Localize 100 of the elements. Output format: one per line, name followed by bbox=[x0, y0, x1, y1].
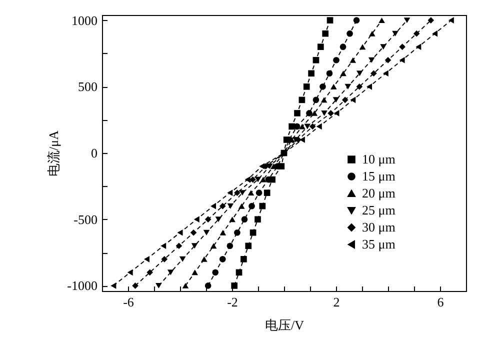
point bbox=[244, 176, 250, 183]
point bbox=[368, 30, 376, 36]
point bbox=[160, 242, 166, 250]
x-tick-label: -2 bbox=[227, 294, 238, 310]
point bbox=[299, 124, 306, 130]
point bbox=[303, 83, 310, 90]
point bbox=[344, 84, 352, 90]
point bbox=[413, 30, 420, 37]
point bbox=[240, 256, 247, 262]
point bbox=[321, 110, 328, 116]
point bbox=[229, 216, 236, 222]
point bbox=[215, 216, 222, 222]
point bbox=[167, 270, 174, 276]
point bbox=[248, 202, 255, 210]
x-axis-title: 电压/V bbox=[265, 318, 305, 332]
legend-label: 35 μm bbox=[362, 236, 396, 252]
point bbox=[404, 18, 410, 24]
point bbox=[320, 97, 328, 103]
point bbox=[294, 110, 300, 116]
point bbox=[340, 44, 346, 50]
point bbox=[318, 44, 324, 50]
point bbox=[308, 70, 314, 77]
y-tick-label: 0 bbox=[91, 146, 98, 160]
point bbox=[368, 57, 375, 63]
point bbox=[264, 190, 270, 196]
point bbox=[266, 164, 273, 170]
point bbox=[350, 57, 356, 63]
point bbox=[333, 56, 340, 64]
point bbox=[370, 70, 377, 77]
y-tick-label: 500 bbox=[78, 79, 98, 94]
point bbox=[191, 243, 198, 249]
point bbox=[201, 256, 208, 262]
point bbox=[254, 176, 262, 182]
point bbox=[312, 56, 320, 64]
point bbox=[326, 17, 334, 24]
point bbox=[306, 110, 312, 116]
point bbox=[340, 70, 346, 76]
point bbox=[212, 269, 219, 276]
legend-label: 15 μm bbox=[362, 168, 396, 184]
legend-label: 20 μm bbox=[362, 186, 396, 200]
point bbox=[245, 242, 252, 250]
point bbox=[334, 110, 340, 116]
point bbox=[182, 282, 189, 288]
point bbox=[356, 83, 363, 90]
point bbox=[219, 202, 226, 210]
point bbox=[322, 30, 329, 37]
point bbox=[203, 230, 210, 236]
point bbox=[326, 70, 333, 77]
point bbox=[311, 110, 318, 116]
point bbox=[320, 84, 326, 90]
point bbox=[353, 17, 360, 24]
point bbox=[231, 282, 238, 289]
point bbox=[194, 216, 200, 223]
point bbox=[399, 56, 405, 64]
x-tick-label: 2 bbox=[333, 294, 340, 310]
point bbox=[204, 216, 212, 223]
point bbox=[146, 269, 153, 276]
point bbox=[350, 96, 356, 104]
point bbox=[236, 269, 242, 276]
point bbox=[127, 269, 133, 276]
point bbox=[204, 282, 212, 289]
point bbox=[250, 229, 256, 236]
point bbox=[179, 256, 186, 262]
point bbox=[219, 256, 226, 262]
point bbox=[416, 44, 422, 50]
legend-label: 25 μm bbox=[362, 202, 396, 218]
y-tick-label: -1000 bbox=[67, 278, 98, 294]
point bbox=[260, 176, 266, 182]
point bbox=[259, 163, 265, 170]
point bbox=[234, 190, 240, 196]
point bbox=[192, 270, 198, 276]
point bbox=[399, 44, 406, 50]
point bbox=[312, 96, 320, 104]
point bbox=[298, 96, 306, 104]
point bbox=[384, 56, 392, 64]
y-axis-title: 电流/μA bbox=[46, 130, 62, 176]
point bbox=[366, 83, 372, 90]
point bbox=[382, 70, 388, 77]
point bbox=[448, 17, 454, 24]
point bbox=[392, 30, 398, 36]
point bbox=[227, 203, 234, 209]
x-tick-label: -6 bbox=[123, 294, 134, 310]
point bbox=[316, 123, 322, 130]
legend-label: 30 μm bbox=[362, 220, 396, 234]
point bbox=[241, 216, 248, 222]
point bbox=[304, 124, 311, 130]
point bbox=[328, 110, 334, 116]
point bbox=[259, 202, 266, 210]
point bbox=[210, 243, 217, 249]
x-tick-label: 6 bbox=[437, 294, 444, 310]
point bbox=[161, 256, 168, 262]
point bbox=[220, 230, 226, 236]
point bbox=[132, 282, 138, 289]
point bbox=[210, 202, 216, 210]
point bbox=[378, 18, 385, 24]
point bbox=[239, 190, 246, 196]
point bbox=[380, 44, 386, 50]
point bbox=[359, 44, 366, 50]
point bbox=[238, 203, 245, 209]
point bbox=[332, 97, 340, 103]
